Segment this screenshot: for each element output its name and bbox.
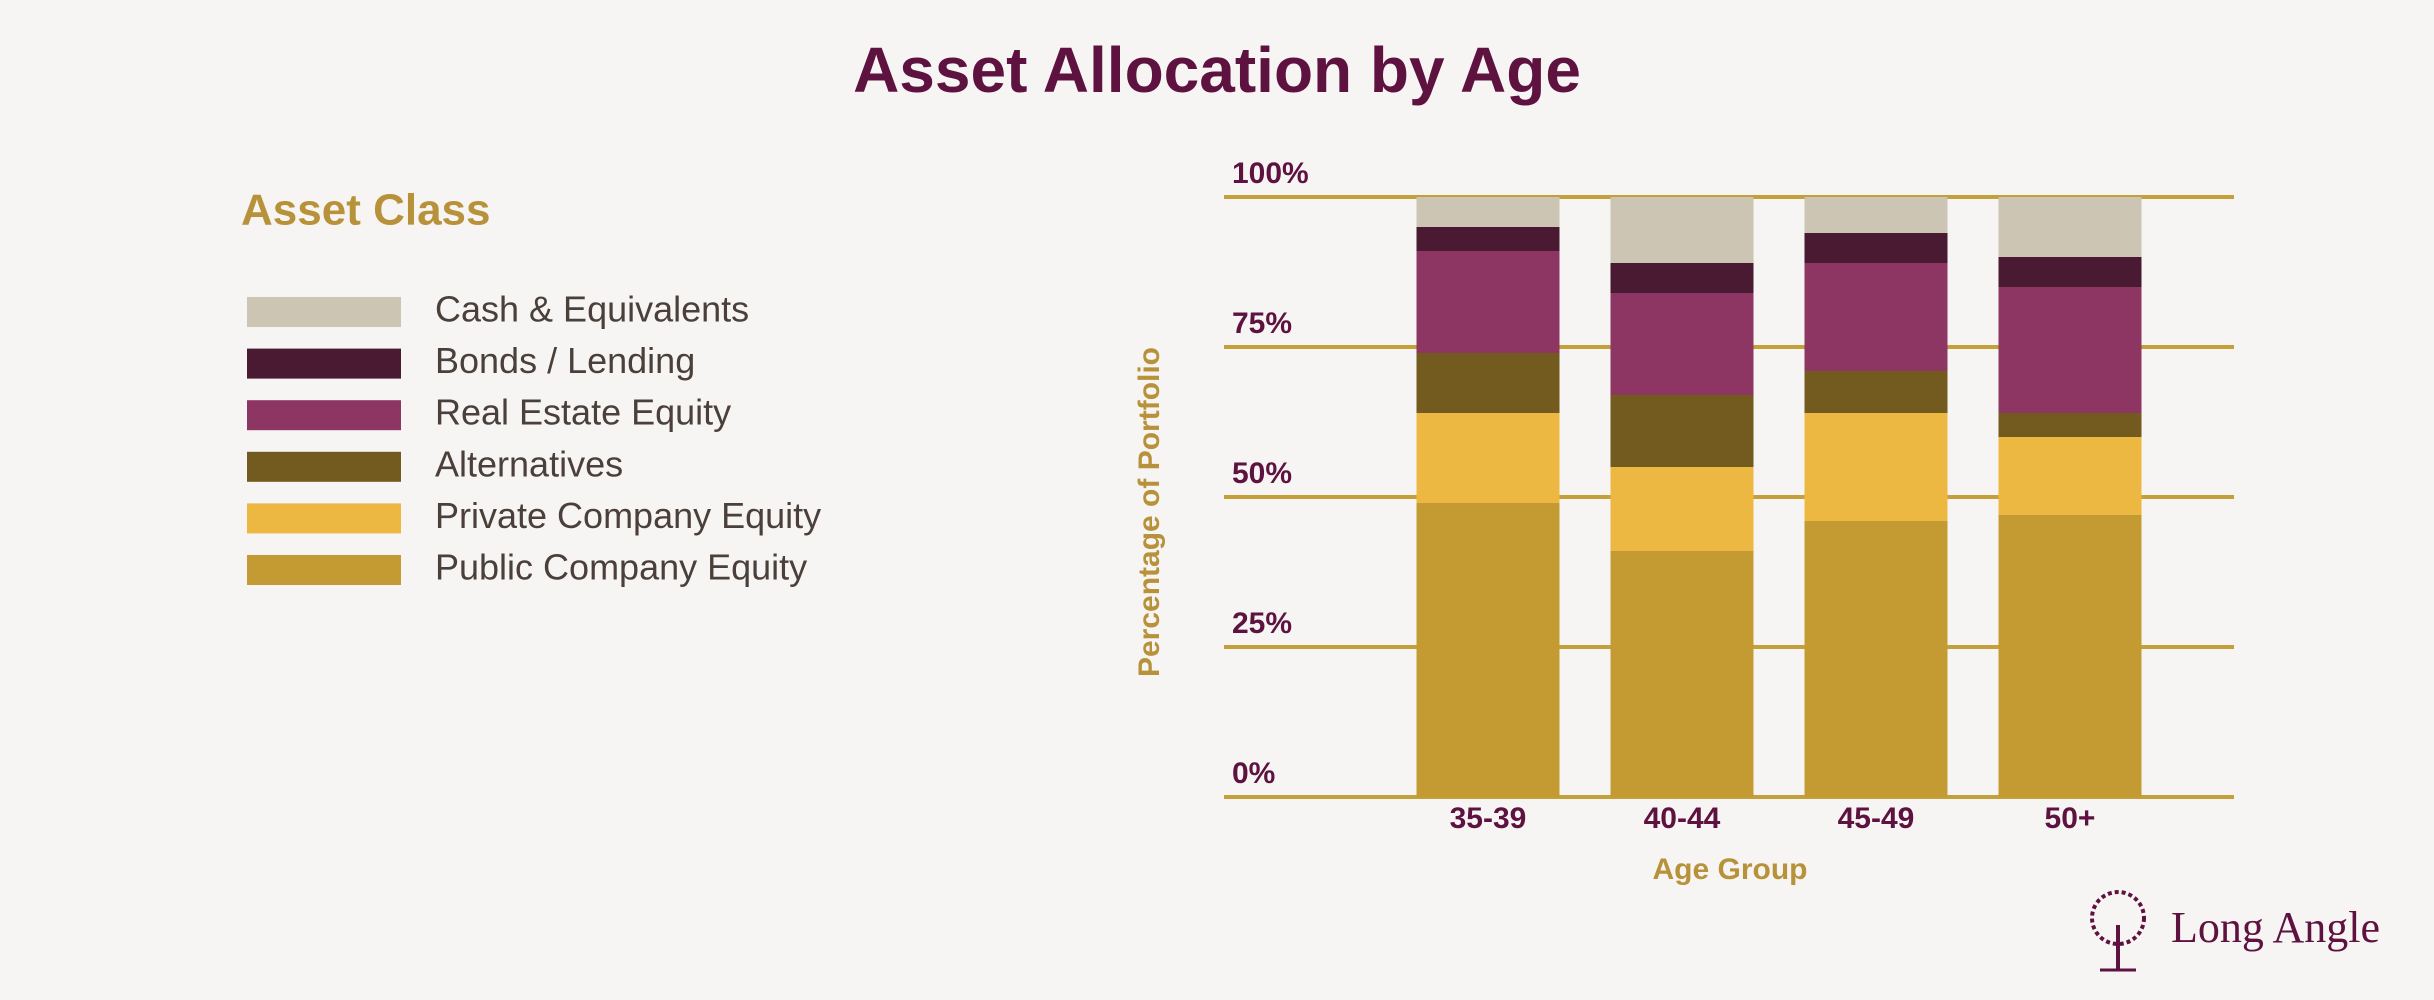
bar-segment [1610,293,1754,395]
x-tick-label: 35-39 [1450,802,1527,835]
logo-icon [2090,890,2146,972]
legend-swatch [247,555,401,585]
bar-segment [1998,287,2142,413]
bar-segment [1416,353,1560,413]
bar-segment [1998,437,2142,515]
bar-segment [1804,413,1948,521]
bar-segment [1610,551,1754,797]
legend-label: Private Company Equity [435,495,821,536]
x-tick-label: 50+ [2045,802,2096,835]
legend-swatch [247,348,401,379]
x-tick-label: 40-44 [1644,802,1721,835]
bar-segment [1610,197,1754,263]
bar-segment [1610,395,1754,467]
bar-segment [1998,515,2142,797]
legend-label: Real Estate Equity [435,392,731,433]
y-tick-label: 100% [1232,157,1309,190]
bar-segment [1416,251,1560,353]
legend-label: Alternatives [435,443,623,484]
y-tick-label: 75% [1232,307,1292,340]
y-axis-label: Percentage of Portfolio [1133,347,1166,677]
y-tick-label: 25% [1232,607,1292,640]
bar-segment [1998,257,2142,287]
bar-segment [1416,197,1560,227]
chart-title: Asset Allocation by Age [853,34,1581,106]
y-tick-label: 0% [1232,757,1275,790]
bar-segment [1416,503,1560,797]
legend-title: Asset Class [241,186,490,235]
legend-swatch [247,297,401,327]
bar-segment [1416,227,1560,251]
y-tick-label: 50% [1232,457,1292,490]
bar-segment [1610,467,1754,551]
x-tick-label: 45-49 [1838,802,1915,835]
bar-segment [1804,371,1948,413]
x-axis-label: Age Group [1653,853,1808,886]
bar-segment [1804,197,1948,233]
bar-segment [1416,413,1560,503]
legend-label: Public Company Equity [435,547,807,588]
bar-segment [1998,197,2142,257]
legend-swatch [247,451,401,482]
legend-label: Bonds / Lending [435,340,695,381]
bar-segment [1998,413,2142,437]
bar-segment [1610,263,1754,293]
bar-segment [1804,233,1948,263]
bar-segment [1804,521,1948,797]
legend-label: Cash & Equivalents [435,289,749,330]
brand-name: Long Angle [2171,903,2380,952]
bar-segment [1804,263,1948,371]
legend-swatch [247,503,401,534]
legend-swatch [247,400,401,431]
